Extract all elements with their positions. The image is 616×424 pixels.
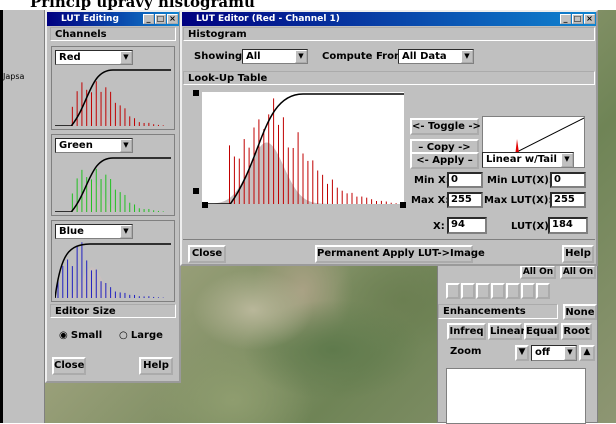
zoom-down[interactable]: ▼ bbox=[515, 345, 529, 361]
dropdown-arrow: ▼ bbox=[120, 225, 132, 238]
dropdown-arrow: ▼ bbox=[120, 51, 132, 64]
window-title: LUT Editing bbox=[61, 14, 119, 24]
close-button[interactable]: Close bbox=[188, 245, 226, 263]
lut-curve-plot bbox=[202, 92, 404, 204]
root-button[interactable]: Root bbox=[561, 323, 592, 340]
x-field[interactable]: 94 bbox=[447, 217, 487, 234]
none-button[interactable]: None bbox=[563, 304, 597, 320]
maximize[interactable]: □ bbox=[155, 14, 166, 24]
channels-label: Channels bbox=[50, 27, 176, 41]
dropdown-arrow: ▼ bbox=[461, 50, 473, 63]
min-x-field[interactable]: 0 bbox=[447, 172, 483, 188]
handle[interactable] bbox=[400, 202, 406, 208]
close-x[interactable]: × bbox=[167, 14, 178, 24]
channel-name: Red bbox=[59, 51, 81, 64]
radio-label: Large bbox=[131, 330, 163, 341]
minimize[interactable]: _ bbox=[560, 14, 571, 24]
compute-value: All Data bbox=[402, 50, 447, 63]
tool-square[interactable] bbox=[536, 283, 550, 299]
red-histogram bbox=[55, 68, 171, 126]
side-panel: Japsa bbox=[3, 10, 45, 423]
separator bbox=[183, 239, 595, 240]
lut-editor-window: LUT Editor (Red - Channel 1) _ □ × Histo… bbox=[180, 10, 598, 266]
toolbar: All On All On Enhancements None Infreq L… bbox=[437, 262, 598, 423]
x-label: X: bbox=[433, 220, 445, 233]
apply-button[interactable]: <- Apply – bbox=[410, 152, 479, 169]
toggle-button[interactable]: <- Toggle -> bbox=[410, 118, 479, 135]
maximize[interactable]: □ bbox=[572, 14, 583, 24]
dropdown-arrow: ▼ bbox=[564, 346, 576, 360]
compute-label: Compute From bbox=[322, 50, 404, 63]
mode-dropdown[interactable]: Linear w/Tail ▼ bbox=[482, 152, 574, 168]
showing-dropdown[interactable]: All ▼ bbox=[242, 49, 308, 64]
enhancements-label: Enhancements bbox=[438, 304, 558, 319]
all-on-button[interactable]: All On bbox=[520, 265, 556, 279]
handle[interactable] bbox=[193, 90, 199, 96]
radio-label: Small bbox=[71, 330, 102, 341]
tool-square[interactable] bbox=[446, 283, 460, 299]
channel-name: Green bbox=[59, 139, 93, 152]
min-x-label: Min X: bbox=[414, 174, 450, 187]
showing-value: All bbox=[246, 50, 261, 63]
radio-small[interactable]: ◉ Small bbox=[59, 329, 102, 342]
window-title: LUT Editor (Red - Channel 1) bbox=[196, 14, 340, 24]
dropdown-arrow: ▼ bbox=[561, 153, 573, 167]
dropdown-arrow: ▼ bbox=[295, 50, 307, 63]
max-x-field[interactable]: 255 bbox=[447, 192, 483, 208]
histogram-label: Histogram bbox=[183, 27, 595, 41]
green-histogram bbox=[55, 156, 171, 212]
zoom-dropdown[interactable]: off ▼ bbox=[531, 345, 577, 361]
title-bar: LUT Editor (Red - Channel 1) bbox=[182, 12, 596, 26]
tool-square[interactable] bbox=[476, 283, 490, 299]
page: Japsa Princip úpravy histogramu All On A… bbox=[0, 0, 616, 423]
handle[interactable] bbox=[202, 202, 208, 208]
radio-large[interactable]: ○ Large bbox=[119, 329, 163, 342]
lut-x-label: LUT(X): bbox=[511, 220, 553, 233]
min-lut-label: Min LUT(X): bbox=[487, 174, 553, 187]
channel-name: Blue bbox=[59, 225, 84, 238]
side-label: Japsa bbox=[3, 70, 24, 83]
mode-value: Linear w/Tail bbox=[486, 153, 557, 166]
channel-dropdown[interactable]: Red ▼ bbox=[55, 50, 133, 65]
lut-label: Look-Up Table bbox=[183, 71, 595, 85]
max-x-label: Max X: bbox=[411, 194, 449, 207]
equal-button[interactable]: Equal bbox=[524, 323, 559, 340]
minimize[interactable]: _ bbox=[143, 14, 154, 24]
dropdown-arrow: ▼ bbox=[120, 139, 132, 152]
permanent-apply-button[interactable]: Permanent Apply LUT->Image bbox=[315, 245, 473, 263]
infreq-button[interactable]: Infreq bbox=[447, 323, 486, 340]
help-button[interactable]: Help bbox=[562, 245, 594, 263]
showing-label: Showing bbox=[194, 50, 242, 63]
tool-square[interactable] bbox=[506, 283, 520, 299]
lut-editing-window: LUT Editing _ □ × Channels Red ▼ Green ▼ B… bbox=[45, 10, 181, 383]
max-lut-label: Max LUT(X): bbox=[484, 194, 552, 207]
zoom-label: Zoom bbox=[450, 345, 481, 358]
handle[interactable] bbox=[193, 188, 199, 194]
close-button[interactable]: Close bbox=[52, 357, 86, 375]
tool-square[interactable] bbox=[491, 283, 505, 299]
editor-size-label: Editor Size bbox=[50, 304, 176, 318]
channel-panel: Blue ▼ bbox=[51, 220, 175, 302]
channel-panel: Red ▼ bbox=[51, 46, 175, 130]
close-x[interactable]: × bbox=[584, 14, 595, 24]
blue-histogram bbox=[55, 242, 171, 298]
channel-dropdown[interactable]: Green ▼ bbox=[55, 138, 133, 153]
lut-x-field[interactable]: 184 bbox=[548, 217, 588, 234]
channel-panel: Green ▼ bbox=[51, 134, 175, 216]
all-on-button[interactable]: All On bbox=[560, 265, 596, 279]
channel-dropdown[interactable]: Blue ▼ bbox=[55, 224, 133, 239]
tool-square[interactable] bbox=[461, 283, 475, 299]
frame-left bbox=[0, 10, 3, 423]
zoom-view bbox=[446, 368, 586, 424]
min-lut-field[interactable]: 0 bbox=[550, 172, 586, 188]
compute-dropdown[interactable]: All Data ▼ bbox=[398, 49, 474, 64]
zoom-up[interactable]: ▲ bbox=[579, 345, 595, 361]
help-button[interactable]: Help bbox=[139, 357, 173, 375]
header-strip: Princip úpravy histogramu bbox=[0, 0, 616, 10]
linear-button[interactable]: Linear bbox=[488, 323, 522, 340]
zoom-value: off bbox=[535, 346, 550, 359]
max-lut-field[interactable]: 255 bbox=[550, 192, 586, 208]
tool-square[interactable] bbox=[521, 283, 535, 299]
